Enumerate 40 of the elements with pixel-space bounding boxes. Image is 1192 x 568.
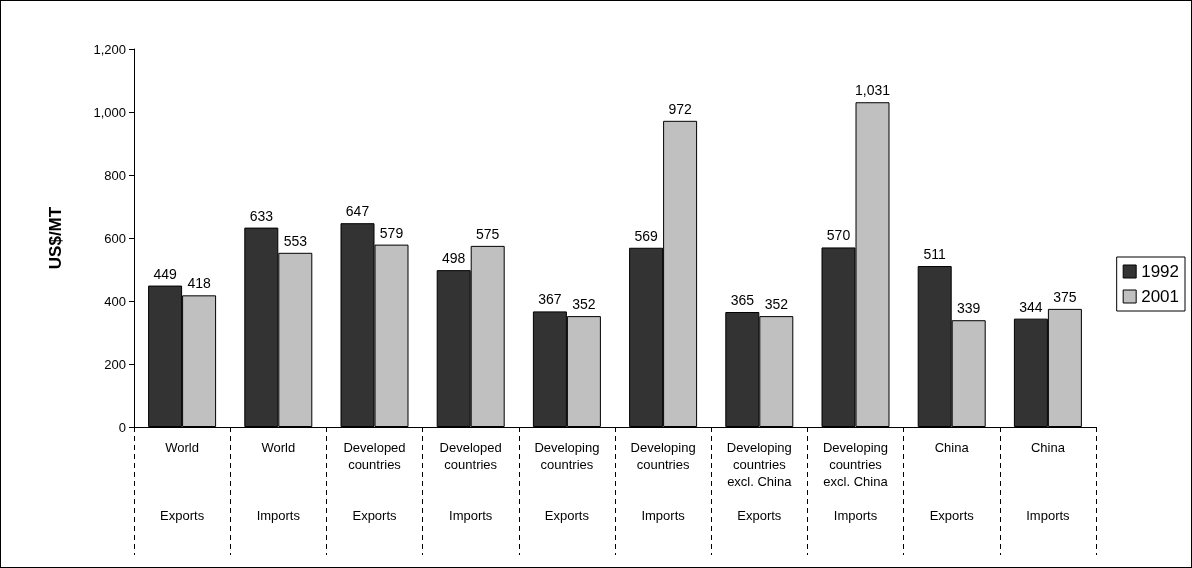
data-label: 647 [345,203,370,220]
data-label: 570 [826,227,851,244]
data-label: 511 [923,246,947,263]
legend-label: 2001 [1141,287,1180,306]
legend-label: 1992 [1141,262,1180,281]
data-label: 633 [249,207,274,224]
category-label: World Imports [256,440,300,523]
category-label: Developed countries Exports [343,440,406,523]
data-label: 352 [764,296,789,313]
category-label: Developing countries excl. China Exports [726,440,792,523]
data-label: 339 [957,300,981,317]
data-label: 367 [538,291,562,308]
data-label: 569 [634,227,658,244]
data-label: 1,031 [854,82,891,99]
category-label: China Exports [929,440,974,523]
data-label: 449 [153,265,177,282]
data-label: 972 [668,100,692,117]
category-label: Developed countries Imports [439,440,502,523]
y-axis-title: US$/MT [46,206,65,270]
category-label: Developing countries excl. China Imports [822,440,889,523]
y-tick-label: 200 [104,356,126,372]
y-tick-label: 1,200 [93,41,126,57]
data-label: 498 [442,250,466,267]
category-label: Developing countries Imports [630,440,696,523]
y-tick-label: 0 [118,419,126,435]
data-label: 375 [1053,288,1077,305]
data-label: 553 [283,232,308,249]
category-label: China Imports [1026,440,1070,523]
y-tick-label: 800 [104,167,126,183]
category-label: Developing countries Exports [534,440,600,523]
data-label: 365 [730,292,755,309]
category-label: World Exports [160,440,205,523]
data-label: 418 [187,275,211,292]
y-tick-label: 1,000 [93,104,126,120]
data-label: 579 [379,224,404,241]
y-tick-label: 600 [104,230,126,246]
data-label: 352 [572,296,596,313]
data-label: 575 [476,225,500,242]
data-label: 344 [1019,298,1043,315]
y-tick-label: 400 [104,293,126,309]
